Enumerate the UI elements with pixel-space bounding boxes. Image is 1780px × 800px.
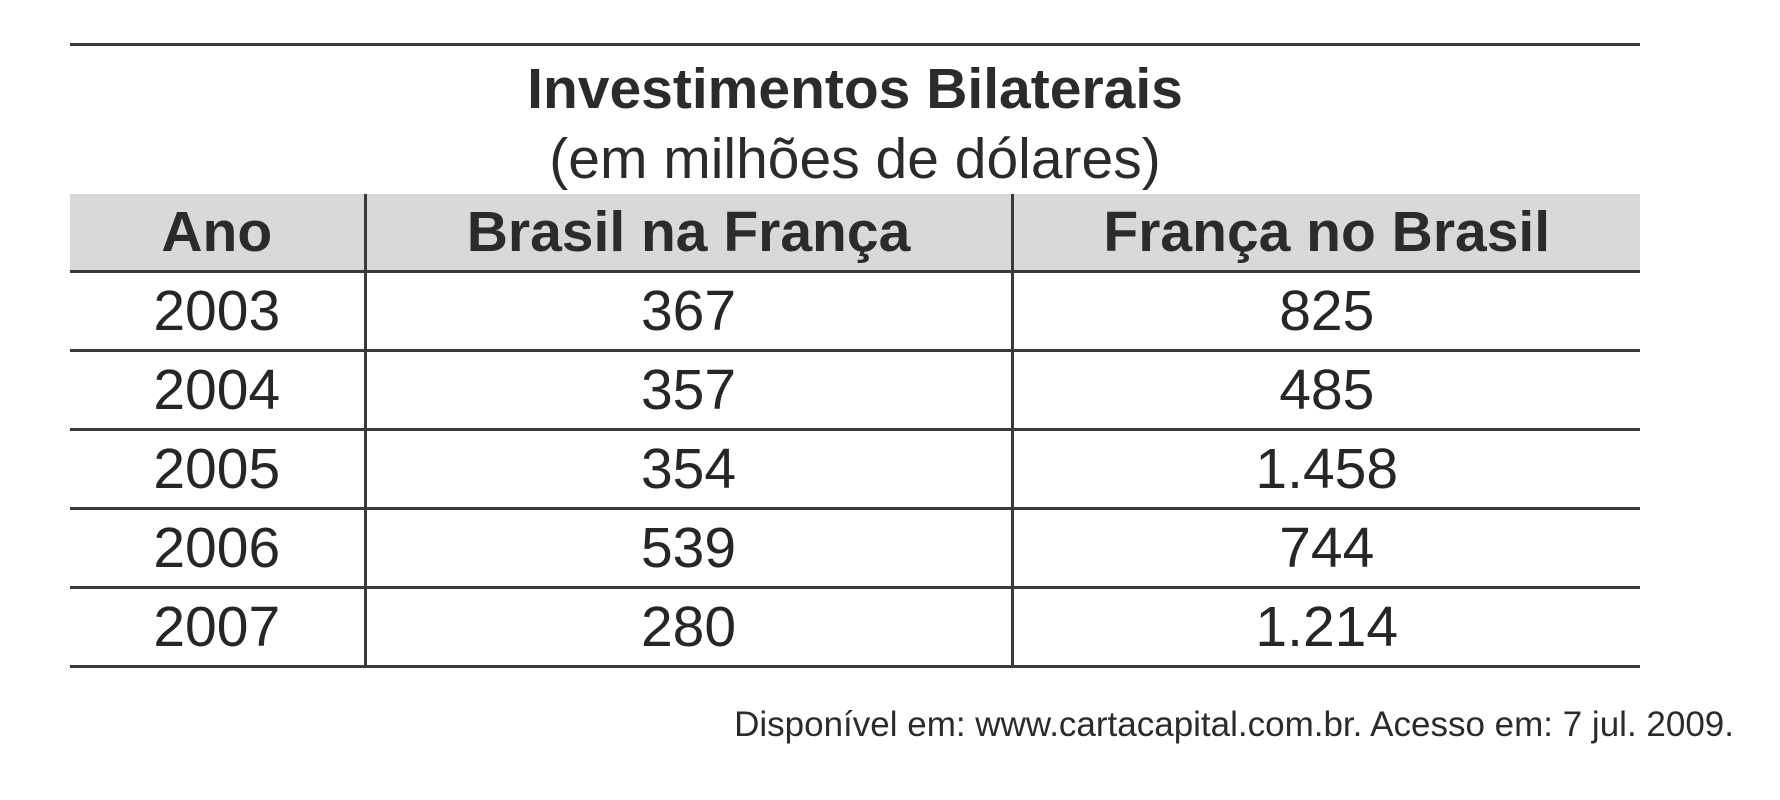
source-citation: Disponível em: www.cartacapital.com.br. … <box>734 705 1734 744</box>
investment-table: Investimentos Bilaterais (em milhões de … <box>70 43 1640 668</box>
year-cell: 2003 <box>70 271 365 352</box>
table-row: 2005 354 1.458 <box>70 429 1640 510</box>
brasil-na-franca-cell: 367 <box>363 271 1012 352</box>
year-cell: 2006 <box>70 508 365 589</box>
year-cell: 2005 <box>70 429 365 510</box>
header-brasil-na-franca: Brasil na França <box>363 194 1012 273</box>
header-franca-no-brasil: França no Brasil <box>1010 194 1640 273</box>
year-cell: 2007 <box>70 587 365 668</box>
franca-no-brasil-cell: 1.458 <box>1010 429 1640 510</box>
data-table: Ano Brasil na França França no Brasil 20… <box>70 194 1640 668</box>
franca-no-brasil-cell: 825 <box>1010 271 1640 352</box>
brasil-na-franca-cell: 539 <box>363 508 1012 589</box>
table-subtitle: (em milhões de dólares) <box>549 127 1161 191</box>
header-row: Ano Brasil na França França no Brasil <box>70 194 1640 273</box>
franca-no-brasil-cell: 485 <box>1010 350 1640 431</box>
year-cell: 2004 <box>70 350 365 431</box>
brasil-na-franca-cell: 354 <box>363 429 1012 510</box>
franca-no-brasil-cell: 744 <box>1010 508 1640 589</box>
brasil-na-franca-cell: 280 <box>363 587 1012 668</box>
table-title: Investimentos Bilaterais <box>527 57 1183 121</box>
table-row: 2007 280 1.214 <box>70 587 1640 668</box>
franca-no-brasil-cell: 1.214 <box>1010 587 1640 668</box>
header-year: Ano <box>70 194 365 273</box>
table-title-block: Investimentos Bilaterais (em milhões de … <box>70 46 1640 194</box>
top-rule <box>70 43 1640 46</box>
table-row: 2006 539 744 <box>70 508 1640 589</box>
brasil-na-franca-cell: 357 <box>363 350 1012 431</box>
table-row: 2004 357 485 <box>70 350 1640 431</box>
table-row: 2003 367 825 <box>70 271 1640 352</box>
